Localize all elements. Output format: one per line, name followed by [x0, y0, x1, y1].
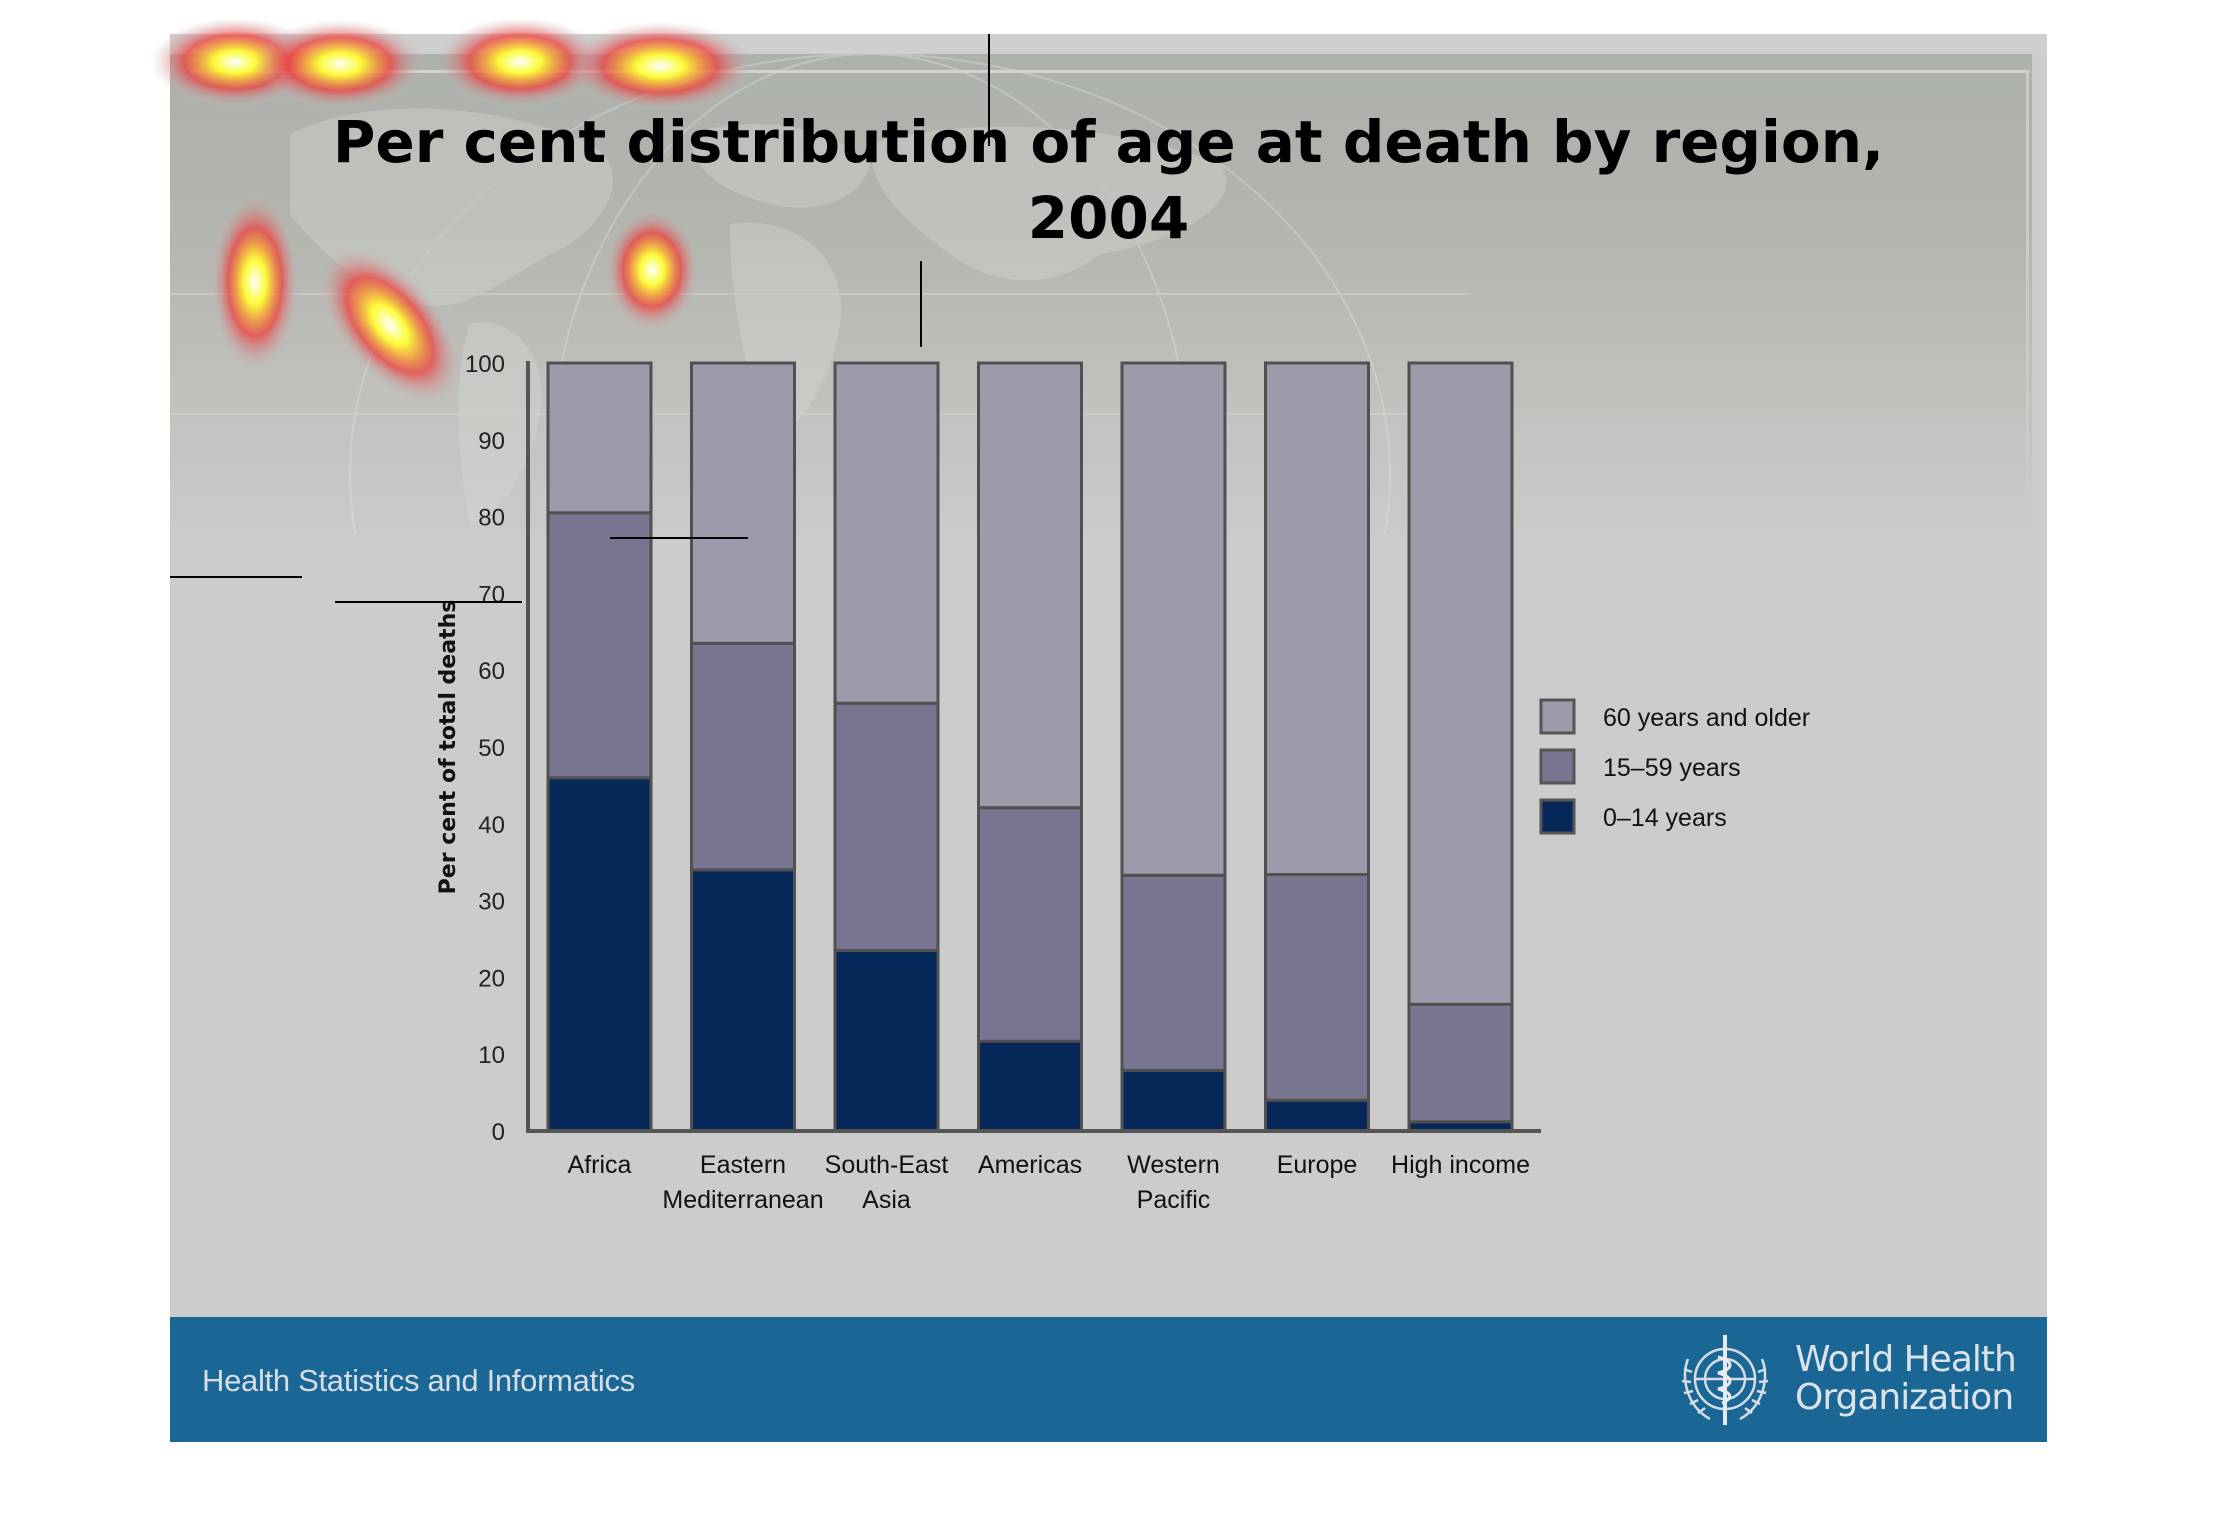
x-category-label-line: South-East	[825, 1151, 949, 1179]
bar-segment	[833, 949, 940, 1133]
who-name-line-1: World Health	[1795, 1339, 2017, 1380]
bar-stack	[977, 361, 1083, 1133]
bar-segment	[1120, 873, 1227, 1072]
y-tick-label: 10	[478, 1042, 505, 1069]
slide: Per cent distribution of age at death by…	[170, 34, 2047, 1442]
bar-segment	[690, 868, 796, 1133]
y-tick-label: 80	[478, 505, 505, 532]
y-tick-label: 20	[478, 965, 505, 992]
panel-border-right	[2026, 70, 2029, 510]
x-category-label-line: Africa	[568, 1151, 632, 1179]
panel-border-top	[190, 70, 2030, 73]
legend-label: 0–14 years	[1603, 804, 1727, 832]
x-category-label: Eastern Mediterranean	[662, 1151, 823, 1214]
footer-bar: Health Statistics and Informatics World …	[170, 1317, 2047, 1442]
bar-segment	[833, 701, 940, 953]
title-line-1: Per cent distribution of age at death by…	[332, 108, 1885, 176]
bar-stack	[690, 361, 796, 1133]
bar-segment	[1264, 1098, 1370, 1133]
y-tick-labels: 0 10 20 30 40 50 60 70 80 90 100	[465, 351, 505, 1146]
bar-segment	[546, 776, 653, 1133]
x-category-label-line: Pacific	[1137, 1186, 1211, 1214]
bar-stack	[1264, 361, 1370, 1133]
x-category-label-line: Americas	[978, 1151, 1082, 1179]
x-category-label-line: Europe	[1277, 1151, 1358, 1179]
x-category-label: Africa	[568, 1151, 632, 1179]
y-tick-label: 0	[492, 1119, 505, 1146]
bar-segment	[977, 806, 1083, 1043]
x-category-label: Western Pacific	[1127, 1151, 1220, 1214]
legend: 60 years and older 15–59 years 0–14 years	[1539, 698, 1810, 835]
header-panel	[170, 54, 2032, 534]
legend-label: 15–59 years	[1603, 754, 1741, 782]
who-wordmark: World Health Organization	[1795, 1339, 2017, 1418]
x-category-label: Americas	[978, 1151, 1082, 1179]
bar-segment	[546, 361, 653, 515]
y-tick-label: 30	[478, 889, 505, 916]
legend-swatch	[1539, 698, 1576, 735]
bar-segment	[1120, 361, 1227, 877]
bar-segment	[1407, 361, 1514, 1006]
stray-line	[920, 261, 922, 347]
stray-line	[610, 537, 748, 539]
bar-segment	[1407, 1002, 1514, 1124]
bar-segment	[833, 361, 940, 705]
y-tick-label: 90	[478, 428, 505, 455]
bar-segment	[690, 641, 796, 872]
who-emblem-icon	[1681, 1335, 1769, 1425]
y-tick-label: 50	[478, 735, 505, 762]
y-axis-label: Per cent of total deaths	[436, 600, 461, 895]
slide-title: Per cent distribution of age at death by…	[170, 104, 2047, 256]
bar-segment	[977, 361, 1083, 810]
bar-stack	[1407, 361, 1514, 1133]
bar-segment	[690, 361, 796, 645]
x-category-label-line: Asia	[862, 1186, 911, 1214]
x-category-label-line: Western	[1127, 1151, 1220, 1179]
bar-stack	[833, 361, 940, 1133]
stray-line	[170, 576, 302, 578]
x-category-label-line: High income	[1391, 1151, 1530, 1179]
bar-segment	[1264, 872, 1370, 1102]
x-category-label: High income	[1391, 1151, 1530, 1179]
stray-line	[335, 601, 522, 603]
footer-department-text: Health Statistics and Informatics	[202, 1363, 635, 1398]
y-tick-label: 60	[478, 658, 505, 685]
legend-label: 60 years and older	[1603, 704, 1810, 732]
bars-group	[546, 361, 1514, 1133]
legend-swatch	[1539, 748, 1576, 785]
x-category-label-line: Eastern	[700, 1151, 786, 1179]
bar-segment	[1120, 1068, 1227, 1133]
y-tick-label: 100	[465, 351, 505, 378]
y-tick-label: 70	[478, 581, 505, 608]
x-category-label: Europe	[1277, 1151, 1358, 1179]
legend-swatch	[1539, 798, 1576, 835]
stray-line	[988, 34, 990, 146]
who-name-line-2: Organization	[1795, 1377, 2014, 1418]
x-category-label: South-East Asia	[825, 1151, 949, 1214]
bar-stack	[1120, 361, 1227, 1133]
y-tick-label: 40	[478, 812, 505, 839]
bar-segment	[546, 511, 653, 780]
bar-segment	[977, 1039, 1083, 1133]
x-category-label-line: Mediterranean	[662, 1186, 823, 1214]
title-line-2: 2004	[1027, 184, 1190, 252]
bar-stack	[546, 361, 653, 1133]
bar-segment	[1264, 361, 1370, 876]
